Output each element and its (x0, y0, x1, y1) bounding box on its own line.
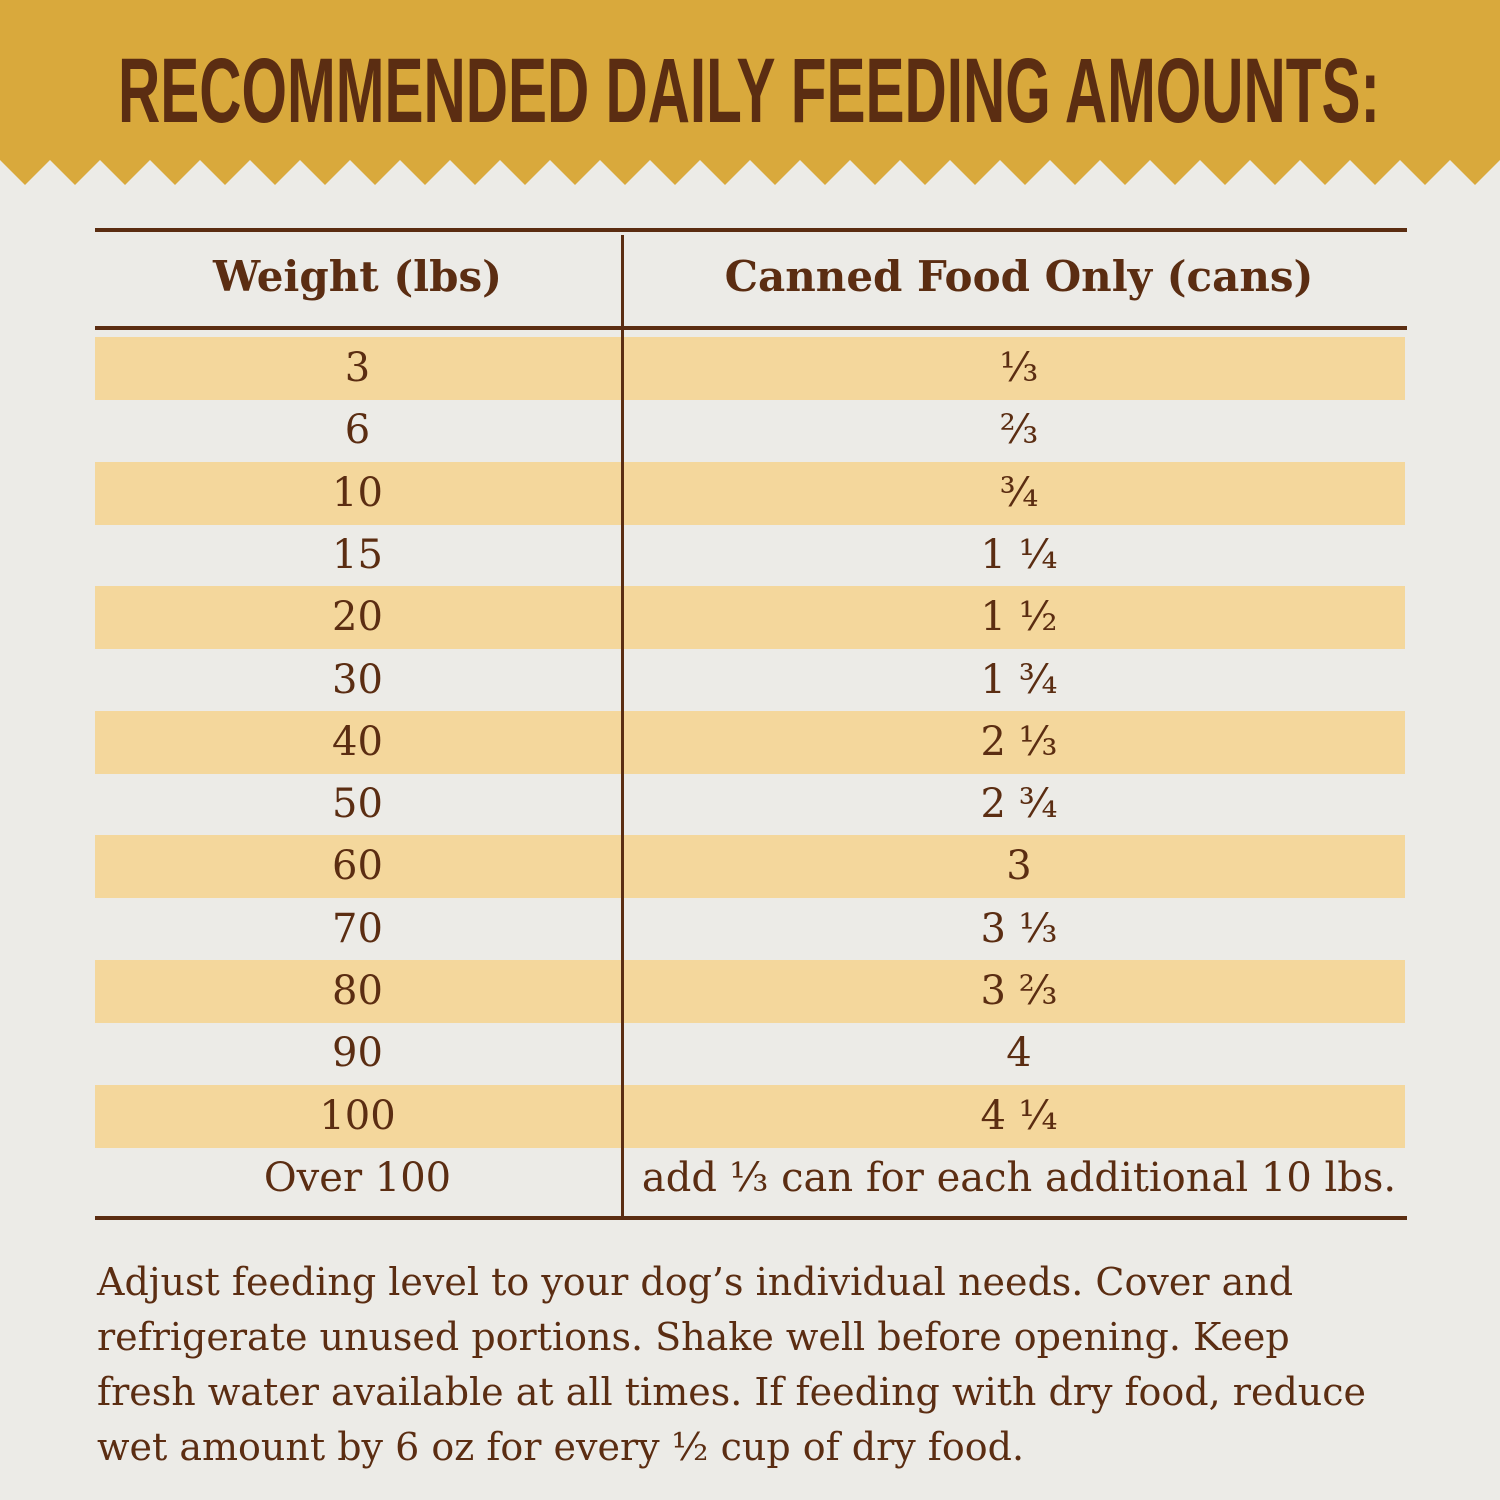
weight-cell: 90 (332, 1030, 383, 1077)
weight-cell: 10 (332, 469, 383, 516)
weight-cell: 50 (332, 781, 383, 828)
weight-cell: 15 (332, 531, 383, 578)
amount-cell: 3 ⅔ (980, 968, 1058, 1014)
rule-header (95, 326, 1407, 330)
row-stripe (95, 337, 1405, 400)
note: Adjust feeding level to your dog’s indiv… (97, 1260, 1367, 1469)
rule-vertical (621, 235, 624, 1218)
weight-cell: 70 (332, 905, 383, 952)
row-stripe (95, 586, 1405, 650)
rule-top (95, 228, 1407, 232)
weight-cell: 60 (332, 843, 383, 890)
weight-cell: 30 (332, 656, 383, 703)
row-stripe (95, 1084, 1405, 1148)
title: RECOMMENDED DAILY FEEDING AMOUNTS: (118, 40, 1380, 142)
banner-background (0, 0, 1500, 185)
rule-bottom (95, 1216, 1407, 1220)
weight-cell: 40 (332, 718, 383, 765)
row-stripe (95, 461, 1405, 525)
amount-cell: add ⅓ can for each additional 10 lbs. (641, 1154, 1397, 1201)
amount-cell: ⅓ (999, 345, 1039, 391)
weight-cell: 100 (319, 1092, 396, 1139)
amount-cell: 4 (1006, 1030, 1032, 1077)
amount-cell: 1 ¼ (980, 531, 1058, 578)
amount-cell: ⅔ (999, 407, 1039, 454)
amount-cell: 4 ¼ (980, 1092, 1058, 1139)
column-header: Weight (lbs) (212, 252, 503, 301)
amount-cell: 2 ⅓ (980, 718, 1058, 765)
weight-cell: 80 (332, 968, 383, 1014)
row-stripe (95, 960, 1405, 1023)
weight-cell: Over 100 (263, 1154, 452, 1201)
weight-cell: 3 (344, 345, 371, 391)
amount-cell: 1 ¾ (980, 656, 1058, 703)
amount-cell: 3 ⅓ (980, 905, 1058, 952)
amount-cell: 2 ¾ (980, 781, 1058, 828)
banner: RECOMMENDED DAILY FEEDING AMOUNTS: (0, 0, 1500, 185)
column-header: Canned Food Only (cans) (724, 252, 1314, 301)
amount-cell: 3 (1006, 843, 1032, 890)
row-stripe (95, 835, 1405, 899)
weight-cell: 6 (344, 407, 371, 454)
amount-cell: 1 ½ (980, 594, 1058, 641)
row-stripe (95, 710, 1405, 774)
amount-cell: ¾ (999, 469, 1039, 516)
weight-cell: 20 (332, 594, 383, 641)
